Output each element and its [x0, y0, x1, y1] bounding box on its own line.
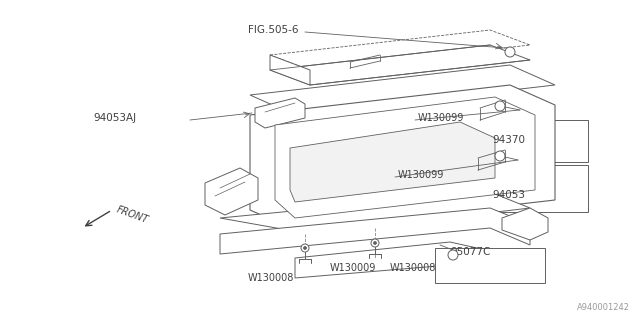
- Circle shape: [303, 246, 307, 250]
- Text: FRONT: FRONT: [115, 204, 150, 225]
- Polygon shape: [250, 65, 555, 115]
- Circle shape: [374, 242, 376, 244]
- Polygon shape: [205, 168, 258, 215]
- Polygon shape: [290, 122, 495, 202]
- Text: 94053AJ: 94053AJ: [93, 113, 136, 123]
- Text: W130008: W130008: [390, 263, 436, 273]
- Polygon shape: [250, 85, 555, 230]
- Text: A940001242: A940001242: [577, 303, 630, 312]
- Circle shape: [448, 250, 458, 260]
- Text: W130099: W130099: [418, 113, 465, 123]
- Circle shape: [371, 239, 379, 247]
- Polygon shape: [255, 98, 305, 128]
- Polygon shape: [220, 192, 530, 234]
- Bar: [488, 165, 588, 212]
- Polygon shape: [275, 97, 535, 218]
- Polygon shape: [270, 45, 530, 85]
- Text: W130099: W130099: [398, 170, 444, 180]
- Text: FIG.505-6: FIG.505-6: [248, 25, 298, 35]
- Bar: [435, 248, 545, 283]
- Polygon shape: [295, 242, 495, 278]
- Polygon shape: [270, 30, 530, 70]
- Bar: [488, 120, 588, 162]
- Circle shape: [495, 101, 505, 111]
- Text: W130009: W130009: [330, 263, 376, 273]
- Circle shape: [495, 151, 505, 161]
- Text: 94053: 94053: [492, 190, 525, 200]
- Polygon shape: [502, 208, 548, 240]
- Circle shape: [301, 244, 309, 252]
- Text: W130008: W130008: [248, 273, 294, 283]
- Polygon shape: [270, 55, 310, 85]
- Text: 95077C: 95077C: [450, 247, 490, 257]
- Polygon shape: [220, 208, 530, 254]
- Text: 94370: 94370: [492, 135, 525, 145]
- Circle shape: [505, 47, 515, 57]
